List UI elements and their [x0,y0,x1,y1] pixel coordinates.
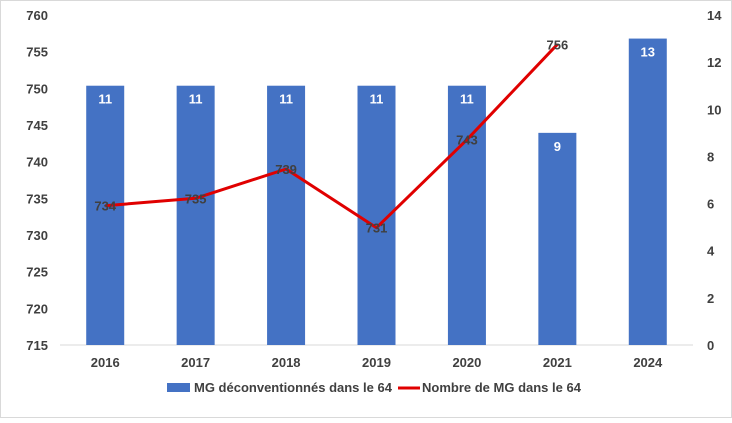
bar-label-2018: 11 [279,92,293,107]
legend-label-line: Nombre de MG dans le 64 [422,380,582,395]
x-tick-2021: 2021 [543,355,572,370]
y-left-tick-720: 720 [26,301,48,316]
bar-label-2016: 11 [98,92,112,107]
line-label-2021: 756 [547,37,569,52]
bar-label-2020: 11 [460,92,474,107]
y-right-tick-12: 12 [707,55,721,70]
y-left-tick-735: 735 [26,191,48,206]
bar-label-2021: 9 [554,139,561,154]
bar-2017 [176,85,215,345]
bar-label-2019: 11 [370,92,384,107]
y-right-tick-8: 8 [707,149,714,164]
bar-2024 [628,38,667,345]
y-right-tick-14: 14 [707,8,722,23]
y-left-tick-725: 725 [26,265,48,280]
y-left-tick-730: 730 [26,228,48,243]
x-tick-2017: 2017 [181,355,210,370]
y-left-tick-740: 740 [26,155,48,170]
line-label-2016: 734 [94,199,116,214]
bar-2020 [447,85,486,345]
bar-2021 [538,132,577,345]
line-label-2017: 735 [185,191,207,206]
legend-swatch-bars [167,383,190,392]
y-right-tick-10: 10 [707,102,721,117]
y-left-tick-760: 760 [26,8,48,23]
x-tick-2020: 2020 [452,355,481,370]
line-label-2019: 731 [366,221,388,236]
y-right-tick-2: 2 [707,291,714,306]
y-left-tick-755: 755 [26,45,48,60]
line-label-2020: 743 [456,133,478,148]
y-right-tick-6: 6 [707,197,714,212]
line-label-2018: 739 [275,162,297,177]
line-series-path [105,43,559,230]
y-left-tick-715: 715 [26,338,48,353]
y-right-tick-0: 0 [707,338,714,353]
legend: MG déconventionnés dans le 64 Nombre de … [167,380,582,395]
bar-2018 [267,85,306,345]
bar-label-2024: 13 [641,45,655,60]
y-right-tick-4: 4 [707,244,715,259]
bar-2016 [86,85,125,345]
x-tick-2018: 2018 [272,355,301,370]
bar-label-2017: 11 [189,92,203,107]
x-tick-2016: 2016 [91,355,120,370]
legend-label-bars: MG déconventionnés dans le 64 [194,380,393,395]
y-left-tick-750: 750 [26,81,48,96]
x-tick-2019: 2019 [362,355,391,370]
y-left-tick-745: 745 [26,118,48,133]
x-tick-2024: 2024 [633,355,663,370]
